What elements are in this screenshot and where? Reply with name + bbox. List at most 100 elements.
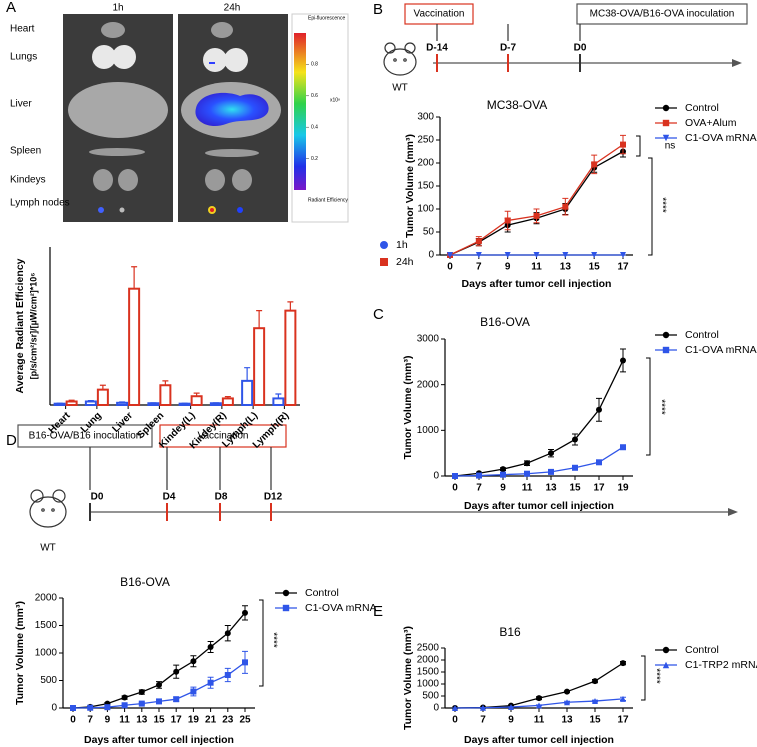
- chart-title: B16-OVA: [480, 315, 530, 329]
- timepoint: 24h: [224, 3, 241, 14]
- marker: [548, 468, 554, 475]
- x-tick-label: 11: [522, 483, 533, 494]
- error-bar: [244, 367, 251, 381]
- error-bar: [193, 392, 200, 397]
- y-tick-label: 2000: [417, 379, 440, 390]
- organ-label: Lymph nodes: [10, 198, 70, 209]
- y-tick-label: 1500: [35, 620, 58, 631]
- series-line: [454, 360, 624, 477]
- marker: [562, 252, 569, 258]
- marker: [662, 646, 670, 654]
- colorbar-tick-label: 0.4: [311, 125, 318, 131]
- x-tick-label: 13: [545, 483, 557, 494]
- x-axis-label: Days after tumor cell injection: [462, 278, 612, 290]
- marker: [662, 104, 670, 112]
- bar: [159, 384, 172, 406]
- x-tick-label: 9: [508, 715, 514, 726]
- marker: [591, 252, 598, 258]
- chart-title: MC38-OVA: [487, 98, 547, 112]
- annotation: ****: [656, 197, 667, 213]
- colorbar-tick-label: 0.2: [311, 156, 318, 162]
- marker: [480, 704, 486, 711]
- series-line: [72, 612, 246, 709]
- bar: [272, 397, 285, 406]
- marker: [620, 444, 626, 451]
- marker: [620, 141, 626, 148]
- x-tick-label: 15: [569, 483, 581, 494]
- marker: [596, 459, 602, 466]
- error-bar: [99, 384, 106, 390]
- marker: [620, 357, 626, 364]
- marker: [190, 658, 197, 665]
- bracket: [259, 599, 264, 687]
- y-tick-label: 150: [417, 181, 434, 192]
- x-tick-label: 7: [87, 715, 93, 726]
- error-bar: [68, 399, 75, 402]
- y-axis-label: Tumor Volume (mm³): [14, 601, 26, 705]
- x-axis-label: Days after tumor cell injection: [84, 734, 234, 746]
- legend-label: 1h: [396, 239, 408, 251]
- legend-label: C1-TRP2 mRNA: [685, 659, 757, 671]
- colorbar: [294, 33, 306, 190]
- marker: [548, 450, 554, 457]
- bar: [53, 402, 66, 406]
- y-tick-label: 2000: [35, 593, 58, 604]
- marker: [504, 217, 511, 224]
- annotation: ns: [665, 141, 676, 152]
- series-line: [454, 446, 624, 477]
- panel-label: E: [373, 603, 383, 620]
- marker: [476, 472, 482, 479]
- marker: [282, 589, 290, 597]
- marker: [524, 460, 530, 467]
- marker: [156, 698, 162, 705]
- x-tick-label: 17: [171, 715, 183, 726]
- panel-label: A: [6, 0, 16, 16]
- bracket: [636, 135, 641, 157]
- marker: [536, 695, 542, 702]
- bar: [128, 287, 141, 407]
- marker: [242, 609, 248, 616]
- timeline-day: D-7: [500, 43, 517, 54]
- timeline: Vaccination MC38-OVA/B16-OVA inoculation…: [383, 3, 748, 94]
- timeline-day: D8: [215, 492, 228, 503]
- marker: [500, 466, 506, 473]
- chart-title: B16-OVA: [120, 575, 170, 589]
- marker: [592, 678, 598, 685]
- error-bar: [162, 380, 169, 386]
- y-tick-label: 2000: [417, 655, 440, 666]
- marker: [572, 436, 578, 443]
- error-bar: [119, 401, 126, 403]
- marker: [121, 702, 128, 709]
- timeline-day: D4: [163, 492, 176, 503]
- legend-label: 24h: [396, 256, 414, 268]
- y-tick-label: 0: [433, 471, 439, 482]
- colorbar-ticks: 0.8 0.6 0.4 0.2: [306, 62, 318, 162]
- marker: [564, 699, 570, 706]
- y-tick-label: 50: [423, 227, 435, 238]
- colorbar-unit: x10⁸: [330, 97, 340, 103]
- bar: [221, 397, 234, 406]
- marker: [452, 705, 458, 711]
- colorbar-title: Epi-fluorescence: [308, 15, 345, 21]
- x-tick-label: 17: [617, 715, 629, 726]
- marker: [475, 252, 482, 258]
- marker: [138, 700, 145, 707]
- marker: [70, 705, 76, 711]
- organ-label: Kindeys: [10, 175, 46, 186]
- legend-label: C1-OVA mRNA: [685, 132, 757, 144]
- marker: [524, 470, 530, 477]
- marker: [87, 704, 94, 711]
- bar: [284, 309, 297, 406]
- colorbar-caption: Radiant Efficiency: [308, 197, 348, 203]
- timeline-day: D-14: [426, 43, 448, 54]
- y-axis-label: Average Radiant Efficiency: [14, 258, 26, 393]
- x-tick-label: 15: [589, 262, 601, 273]
- organs-24h: [181, 22, 281, 214]
- marker: [207, 679, 214, 686]
- marker: [596, 406, 602, 413]
- marker: [475, 238, 482, 245]
- organ-label: Heart: [10, 24, 35, 35]
- timeline-day: D0: [91, 492, 104, 503]
- error-bar: [287, 301, 294, 311]
- legend-label: C1-OVA mRNA: [305, 602, 377, 614]
